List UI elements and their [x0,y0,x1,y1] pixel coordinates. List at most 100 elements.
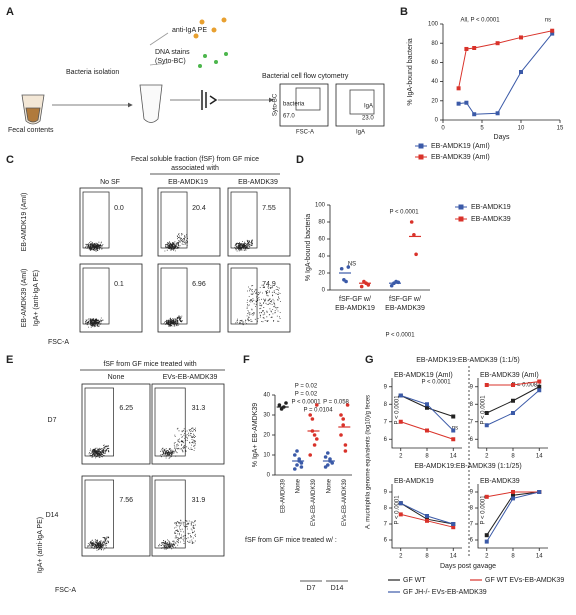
row-label: D7 [48,417,57,424]
method-label: Bacterial cell flow cytometry [262,73,349,80]
annotation: ns [545,18,551,24]
data-point [341,417,346,421]
y-tick-label: 0 [322,288,326,294]
legend-label: GF JH-/- EVs-EB-AMDK39 [403,589,487,596]
annotation: P < 0.0001 [291,400,321,406]
flow-plot [157,187,221,257]
col-label: EB-AMDK19 [168,179,208,186]
x-tick-label: EVs-EB-AMDK39 [311,478,317,526]
step-label: Bacteria isolation [66,69,119,76]
axis-label: FSC-A [55,587,76,594]
data-point [328,457,332,461]
data-point [425,518,429,523]
legend-label: EB-AMDK19 [471,204,511,211]
axis-label: IgA+ (anti-IgA PE) [33,270,40,326]
annotation: P < 0.0001 [421,380,451,386]
gate [82,191,110,249]
events [159,427,196,459]
schematic [21,17,385,127]
flow-plot [227,187,291,257]
data-point [425,428,429,433]
data-point [339,433,343,437]
col-label: EVs-EB-AMDK39 [163,374,218,381]
y-tick-label: 9 [384,490,388,496]
data-point [293,453,297,457]
subplot-title: EB-AMDK39 [480,478,520,485]
stain-label: (Syto-BC) [155,58,186,65]
y-axis-label: % IgA+ EB-AMDK39 [252,403,259,467]
y-tick-label: 6 [470,538,474,544]
axis [391,484,462,549]
y-tick-label: 7 [384,522,388,528]
col-label: No SF [100,179,120,186]
y-tick-label: 6 [384,538,388,544]
panel-label: B [400,6,408,18]
events [164,233,188,252]
data-point [511,496,515,501]
axis-label: Syto-BC [273,93,279,116]
panel-title: fSF from GF mice treated with [103,361,196,368]
group-label: fSF from GF mice treated w/ : [245,537,337,544]
data-point [484,411,489,415]
panel-title: EB-AMDK19:EB-AMDK39 (1:1/5) [416,357,519,364]
annotation: P < 0.0001 [481,495,487,525]
data-point [511,383,515,387]
source-label: Fecal contents [8,127,54,134]
y-tick-label: 100 [428,22,439,28]
data-point [550,28,555,33]
x-tick-label: 8 [511,454,515,460]
data-point [308,453,313,457]
x-tick-label: 10 [518,126,525,132]
y-tick-label: 20 [318,271,325,277]
axis [329,205,430,291]
events [88,444,110,459]
y-tick-label: 8 [470,506,474,512]
col-label: None [108,374,125,381]
x-tick-label: EVs-EB-AMDK39 [342,478,348,526]
axis [391,378,462,449]
legend-swatch [418,154,424,160]
gate-value: 0.0 [114,205,124,212]
y-tick-label: 60 [318,237,325,243]
data-point [308,413,313,417]
y-axis-label: % IgA-bound bacteria [305,214,312,281]
panel-title: Fecal soluble fraction (fSF) from GF mic… [131,156,259,163]
y-tick-label: 80 [318,220,325,226]
gate-value: 31.3 [192,405,206,412]
panel-label: E [6,354,13,366]
data-point [495,41,500,46]
flow-plot [151,475,225,557]
data-point [484,423,489,428]
data-point [344,279,348,284]
flow-plot [151,383,225,465]
data-point [277,403,282,407]
x-tick-label: 2 [399,554,403,560]
flow-plot [227,263,291,333]
legend-swatch [458,216,464,222]
x-tick-label: 14 [536,454,543,460]
y-tick-label: 40 [318,254,325,260]
axis [477,484,548,549]
data-point [339,413,343,417]
events [163,315,183,327]
data-point [451,414,456,419]
annotation: P < 0.0001 [385,333,415,339]
gate-value: 23.0 [362,116,374,122]
panel-label: A [6,6,14,18]
data-point [537,384,542,389]
events [84,241,104,252]
x-tick-label: 2 [485,454,489,460]
data-point [414,252,418,257]
subplot-title: EB-AMDK19 [394,478,434,485]
data-point [472,112,477,117]
row-label: D14 [46,512,59,519]
stain-label: anti-IgA PE [172,27,207,34]
y-tick-label: 7 [470,419,474,425]
data-point [330,461,335,465]
gate-value: 0.1 [114,281,124,288]
data-point [484,539,489,544]
y-tick-label: 0 [435,118,439,124]
gate-value: 7.56 [119,497,133,504]
y-tick-label: 80 [431,41,438,47]
